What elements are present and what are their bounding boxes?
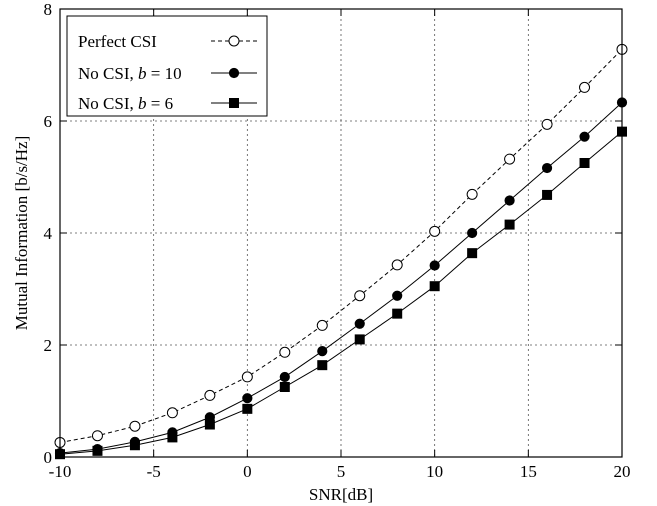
- filled-square-marker: [504, 219, 515, 230]
- filled-circle-marker: [317, 346, 328, 357]
- y-tick-label: 8: [44, 0, 53, 19]
- filled-square-marker: [242, 403, 253, 414]
- legend-label: No CSI, b = 10: [78, 64, 182, 83]
- filled-square-marker: [129, 440, 140, 451]
- legend-label-italic: b: [138, 64, 147, 83]
- open-circle-marker: [504, 153, 516, 165]
- data-series: [54, 43, 628, 460]
- x-tick-label: -10: [49, 462, 72, 481]
- filled-circle-marker: [279, 371, 290, 383]
- series-line: [59, 102, 623, 454]
- legend-label-part: No CSI,: [78, 94, 138, 113]
- filled-square-marker: [542, 189, 553, 200]
- open-circle-marker: [579, 81, 591, 93]
- filled-square-marker: [317, 360, 328, 371]
- x-tick-label: -5: [147, 462, 161, 481]
- open-circle-marker: [166, 407, 178, 419]
- filled-square-marker: [279, 382, 290, 392]
- filled-square-marker: [167, 432, 178, 443]
- legend-label-part: No CSI,: [78, 64, 138, 83]
- filled-circle-marker: [504, 195, 515, 206]
- filled-circle-marker: [467, 227, 478, 239]
- open-circle-marker: [391, 259, 403, 271]
- x-tick-label: 5: [337, 462, 346, 481]
- series-1: [54, 43, 628, 448]
- open-circle-marker: [91, 430, 103, 442]
- filled-circle-marker: [242, 393, 253, 404]
- legend-marker: [228, 67, 240, 79]
- filled-circle-marker: [429, 260, 440, 271]
- open-circle-marker: [429, 225, 441, 237]
- filled-circle-marker: [541, 162, 553, 174]
- grid-lines: [60, 9, 622, 457]
- legend-label-part: = 6: [146, 94, 173, 113]
- open-circle-marker: [204, 389, 216, 401]
- legend-marker: [229, 98, 239, 108]
- open-circle-marker: [316, 319, 328, 331]
- series-line: [59, 131, 623, 455]
- x-tick-label: 20: [614, 462, 631, 481]
- axis-ticks: -10 -5 0 5 10 15 20 0 2 4 6 8: [44, 0, 631, 481]
- y-tick-label: 4: [44, 224, 53, 243]
- open-circle-marker: [129, 420, 141, 432]
- y-tick-label: 0: [44, 448, 53, 467]
- filled-square-marker: [92, 445, 103, 456]
- open-circle-marker: [541, 118, 553, 130]
- open-circle-marker: [466, 188, 478, 200]
- y-tick-label: 2: [44, 336, 53, 355]
- filled-square-marker: [392, 308, 403, 319]
- x-tick-label: 0: [243, 462, 252, 481]
- legend-label: No CSI, b = 6: [78, 94, 173, 113]
- filled-square-marker: [204, 419, 215, 430]
- filled-circle-marker: [354, 318, 365, 329]
- legend-label: Perfect CSI: [78, 32, 157, 51]
- x-tick-label: 15: [520, 462, 537, 481]
- open-circle-marker: [354, 290, 366, 302]
- series-2: [54, 97, 628, 459]
- x-tick-label: 10: [426, 462, 443, 481]
- y-axis-label: Mutual Information [b/s/Hz]: [12, 136, 31, 331]
- filled-square-marker: [354, 334, 365, 345]
- open-circle-marker: [279, 346, 291, 358]
- filled-square-marker: [429, 281, 440, 292]
- open-circle-marker: [241, 371, 253, 383]
- x-axis-label: SNR[dB]: [309, 485, 373, 504]
- legend-label-italic: b: [138, 94, 147, 113]
- filled-square-marker: [467, 248, 478, 259]
- y-tick-label: 6: [44, 112, 53, 131]
- legend-marker: [228, 35, 240, 47]
- filled-circle-marker: [579, 131, 590, 142]
- legend-label-part: = 10: [146, 64, 181, 83]
- filled-circle-marker: [392, 290, 403, 301]
- filled-square-marker: [579, 158, 590, 168]
